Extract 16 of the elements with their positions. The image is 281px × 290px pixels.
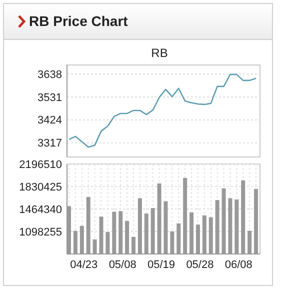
chart-title: RB Price Chart bbox=[29, 13, 128, 29]
y-tick-label: 1464340 bbox=[19, 204, 62, 216]
y-tick-label: 3424 bbox=[38, 114, 62, 127]
chart-subtitle: RB bbox=[151, 46, 168, 60]
line-series bbox=[68, 74, 257, 148]
y-tick-label: 3531 bbox=[38, 92, 62, 104]
y-tick-label: 3317 bbox=[38, 138, 62, 150]
y-tick-label: 3638 bbox=[38, 68, 62, 81]
x-tick-label: 05/08 bbox=[108, 259, 136, 271]
x-tick-label: 05/19 bbox=[148, 259, 176, 271]
x-tick-label: 06/08 bbox=[224, 259, 252, 271]
x-tick-label: 05/28 bbox=[186, 259, 214, 271]
x-tick-label: 04/23 bbox=[70, 259, 98, 271]
y-tick-label: 1830425 bbox=[19, 181, 62, 194]
y-tick-label: 2196510 bbox=[19, 158, 62, 171]
y-tick-label: 1098255 bbox=[19, 226, 62, 238]
